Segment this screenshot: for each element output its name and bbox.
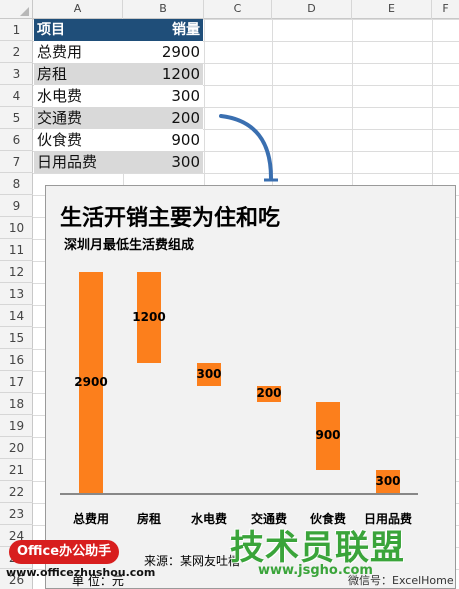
row-header[interactable]: 6 [0,129,33,151]
data-label[interactable]: 200 [256,385,282,400]
table-row[interactable]: 总费用 2900 [34,41,203,63]
table-row[interactable]: 水电费 300 [34,85,203,107]
x-tick-label[interactable]: 水电费 [190,512,227,526]
x-tick-label[interactable]: 房租 [136,512,161,526]
cell-sales[interactable]: 2900 [161,43,200,61]
cell-sales[interactable]: 300 [171,87,200,105]
x-tick-label[interactable]: 日用品费 [363,512,412,526]
office-watermark-url: www.officezhushou.com [6,566,156,579]
chart-unit: 单 位：元 [72,574,124,588]
table-row[interactable]: 日用品费 300 [34,151,203,173]
cell-item[interactable]: 日用品费 [37,153,98,171]
row-header[interactable]: 21 [0,459,33,481]
cell-sales[interactable]: 1200 [161,65,200,83]
row-header[interactable]: 20 [0,437,33,459]
header-item[interactable]: 项目 [37,22,65,38]
data-label[interactable]: 1200 [132,309,166,324]
chart-subtitle[interactable]: 深圳月最低生活费组成 [64,238,195,253]
data-label[interactable]: 300 [375,473,401,488]
bar-2[interactable] [197,363,221,387]
cell-item[interactable]: 水电费 [37,87,83,105]
row-header[interactable]: 26 [0,569,33,589]
column-header-f[interactable]: F [442,2,449,15]
row-header[interactable]: 14 [0,305,33,327]
row-header[interactable]: 7 [0,151,33,173]
cell-sales[interactable]: 900 [171,131,200,149]
row-header[interactable]: 16 [0,349,33,371]
bar-5[interactable] [376,470,400,493]
office-watermark-logo: Office办公助手 [9,540,120,564]
x-tick-label[interactable]: 交通费 [250,512,287,526]
column-header-d[interactable]: D [272,0,352,19]
cell-item[interactable]: 伙食费 [37,131,83,149]
row-header[interactable]: 18 [0,393,33,415]
row-header[interactable]: 19 [0,415,33,437]
row-header[interactable]: 12 [0,261,33,283]
curved-arrow-icon [219,114,278,182]
column-header-c[interactable]: C [204,0,272,19]
row-header[interactable]: 1 [0,19,33,41]
data-label[interactable]: 900 [315,427,341,442]
cell-item[interactable]: 房租 [37,65,68,83]
data-label[interactable]: 300 [196,366,222,381]
jsgho-watermark-url: www.jsgho.com [258,563,373,578]
row-header[interactable]: 13 [0,283,33,305]
row-headers: 1 2 3 4 5 6 7 8 9 10 11 12 13 14 15 16 17 18 19 20 21 22 23 24 2… [0,19,33,589]
row-header[interactable]: 4 [0,85,33,107]
chart-weixin: 微信号：ExcelHome [348,574,454,587]
chart-source: 来源：某网友吐槽 [144,554,241,568]
table-row[interactable]: 房租 1200 [34,63,203,85]
bar-3[interactable] [257,386,281,402]
cell-sales[interactable]: 200 [171,109,200,127]
row-header[interactable]: 11 [0,239,33,261]
column-headers: A B C D E F [0,0,459,19]
chart-title[interactable]: 生活开销主要为住和吃 [60,206,281,231]
table-header-row[interactable]: 项目 销量 [34,19,203,41]
bar-1[interactable] [137,272,161,364]
cell-item[interactable]: 总费用 [37,43,83,61]
row-header[interactable]: 23 [0,503,33,525]
chart-area[interactable]: 生活开销主要为住和吃 深圳月最低生活费组成 2900 总费用 1200 房租 300 水电… [45,185,456,589]
row-header[interactable]: 9 [0,195,33,217]
row-header[interactable]: 8 [0,173,33,195]
row-header[interactable]: 5 [0,107,33,129]
bar-0[interactable] [79,272,103,493]
jsgho-watermark-logo: 技术员联盟 [230,528,405,568]
row-header[interactable]: 2 [0,41,33,63]
column-header-a[interactable]: A [33,0,123,19]
row-header[interactable]: 3 [0,63,33,85]
x-tick-label[interactable]: 总费用 [72,512,109,526]
header-sales[interactable]: 销量 [172,22,200,38]
x-tick-label[interactable]: 伙食费 [309,512,346,526]
table-row[interactable]: 交通费 200 [34,107,203,129]
select-all-corner[interactable] [0,0,33,19]
x-axis[interactable] [60,493,418,495]
cell-item[interactable]: 交通费 [37,109,83,127]
row-header[interactable]: 10 [0,217,33,239]
column-header-e[interactable]: E [352,0,432,19]
select-all-icon [20,7,29,16]
row-header[interactable]: 15 [0,327,33,349]
column-header-b[interactable]: B [123,0,204,19]
data-label[interactable]: 2900 [74,374,108,389]
table-row[interactable]: 伙食费 900 [34,129,203,151]
bar-4[interactable] [316,401,340,471]
row-header[interactable]: 17 [0,371,33,393]
cell-sales[interactable]: 300 [171,153,200,171]
row-header[interactable]: 22 [0,481,33,503]
